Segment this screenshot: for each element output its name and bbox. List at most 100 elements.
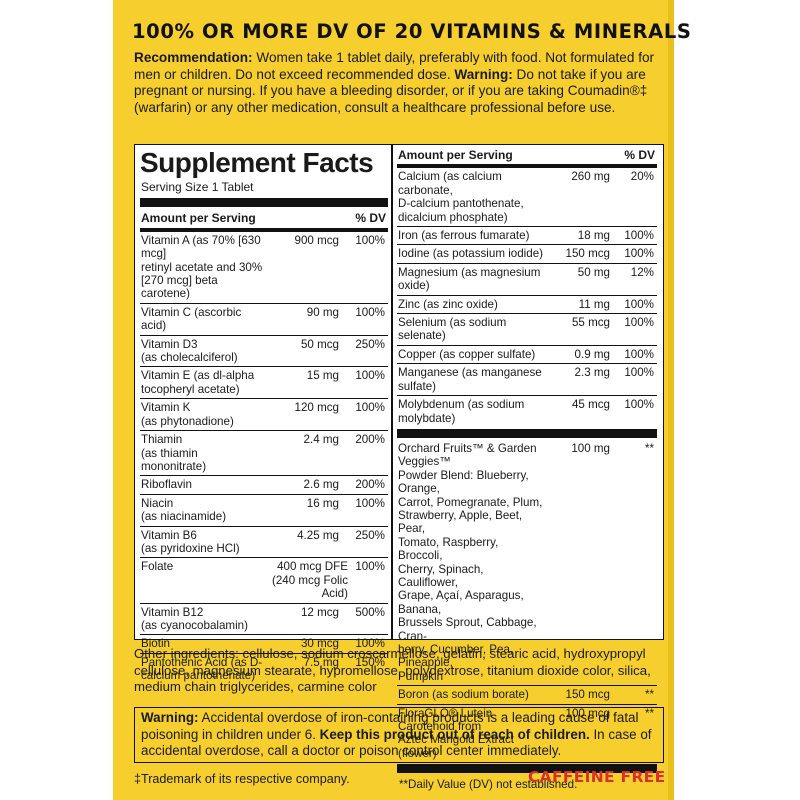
right-blend-list: Orchard Fruits™ & Garden Veggies™ Powder…	[397, 440, 657, 762]
supplement-facts-title: Supplement Facts	[140, 147, 374, 178]
nutrient-dv: 200%	[355, 478, 385, 492]
nutrient-dv: 100%	[624, 229, 654, 243]
nutrient-amount: 120 mcg	[294, 401, 339, 415]
thick-rule	[140, 198, 388, 208]
nutrient-name: Biotin	[141, 637, 171, 651]
nutrient-amount: 260 mg	[571, 170, 610, 184]
nutrient-amount: 100 mg	[571, 441, 610, 455]
nutrient-dv: 100%	[355, 401, 385, 415]
nutrient-name: Iron (as ferrous fumarate)	[398, 229, 530, 243]
nutrient-dv: 100%	[355, 496, 385, 510]
dv-header: % DV	[624, 148, 655, 162]
nutrient-name: Molybdenum (as sodium molybdate)	[398, 398, 525, 425]
dv-header: % DV	[355, 211, 386, 226]
caffeine-free-badge: CAFFEINE FREE	[528, 768, 666, 786]
trademark-note: ‡Trademark of its respective company.	[134, 772, 350, 786]
nutrient-name: Vitamin A (as 70% [630 mcg] retinyl acet…	[141, 233, 263, 301]
nutrient-dv: 20%	[630, 170, 654, 184]
column-divider	[391, 145, 393, 639]
nutrient-row: Manganese (as manganese sulfate) 2.3 mg 10…	[397, 363, 657, 395]
nutrient-name: Manganese (as manganese sulfate)	[398, 366, 542, 393]
nutrient-row: Niacin (as niacinamide) 16 mg 100%	[140, 493, 388, 526]
nutrient-amount: 4.25 mg	[297, 528, 339, 542]
nutrient-row: Copper (as copper sulfate) 0.9 mg 100%	[397, 344, 657, 363]
nutrient-row: Riboflavin 2.6 mg 200%	[140, 475, 388, 493]
nutrient-row: Iron (as ferrous fumarate) 18 mg 100%	[397, 226, 657, 244]
nutrient-name: Calcium (as calcium carbonate, D-calcium…	[398, 170, 524, 224]
dv-footnote: **Daily Value (DV) not established.	[399, 778, 578, 792]
nutrient-dv: 100%	[624, 347, 654, 361]
nutrient-name: Iodine (as potassium iodide)	[398, 247, 544, 261]
nutrient-name: Vitamin D3 (as cholecalciferol)	[141, 337, 238, 365]
nutrient-dv: 150%	[355, 655, 385, 669]
nutrient-name: Magnesium (as magnesium oxide)	[398, 265, 541, 293]
nutrient-name: Thiamin (as thiamin mononitrate)	[141, 433, 207, 473]
iron-warning-text: Accidental overdose of iron-containing p…	[141, 710, 639, 742]
nutrient-name: Folate	[141, 560, 174, 574]
nutrient-name: Zinc (as zinc oxide)	[398, 297, 498, 311]
thick-rule	[397, 428, 657, 438]
nutrient-amount: 0.9 mg	[574, 347, 610, 361]
nutrient-dv: **	[644, 706, 654, 720]
nutrient-name: Pantothenic Acid (as D- calcium pantothe…	[141, 655, 263, 683]
nutrient-name: Vitamin B6 (as pyridoxine HCl)	[141, 528, 240, 555]
facts-left-column: Supplement Facts Serving Size 1 Tablet A…	[140, 145, 388, 685]
nutrient-row: FloraGLO® Lutein Carotenoid from Aztec M…	[397, 703, 657, 763]
nutrient-amount: 55 mcg	[571, 316, 610, 330]
nutrient-amount: 11 mg	[578, 297, 610, 311]
nutrient-name: Vitamin B12 (as cyanocobalamin)	[141, 605, 248, 632]
warning-label: Warning:	[454, 66, 513, 82]
nutrient-dv: **	[644, 441, 654, 455]
recommendation-body: Women take 1 tablet daily, preferably wi…	[134, 50, 655, 82]
nutrient-name: Vitamin C (ascorbic acid)	[141, 305, 242, 333]
nutrient-amount: 7.5 mg	[303, 655, 339, 669]
nutrient-row: Selenium (as sodium selenate) 55 mcg 100%	[397, 313, 657, 345]
thick-rule	[397, 764, 657, 774]
iron-warning-box: Warning: Accidental overdose of iron-con…	[134, 707, 664, 763]
nutrient-amount: 150 mcg	[565, 688, 610, 702]
nutrient-amount: 2.3 mg	[574, 366, 610, 380]
amount-per-serving-header: Amount per Serving	[141, 211, 256, 226]
nutrient-row: Molybdenum (as sodium molybdate) 45 mcg 10…	[397, 395, 657, 427]
nutrient-dv: 100%	[624, 398, 654, 412]
nutrient-dv: 100%	[355, 369, 385, 383]
nutrient-row: Thiamin (as thiamin mononitrate) 2.4 mg 20…	[140, 430, 388, 475]
nutrient-dv: 12%	[630, 265, 654, 279]
nutrient-dv: 250%	[355, 528, 385, 542]
other-ingredients: Other ingredients: cellulose, sodium cro…	[134, 646, 651, 694]
headline: 100% OR MORE DV OF 20 VITAMINS & MINERAL…	[132, 20, 692, 43]
overdose-instructions: In case of accidental overdose, call a d…	[141, 726, 652, 759]
nutrient-name: Riboflavin	[141, 478, 192, 492]
nutrient-row: Vitamin C (ascorbic acid) 90 mg 100%	[140, 302, 388, 335]
recommendation-label: Recommendation:	[134, 50, 253, 65]
nutrient-row: Vitamin K (as phytonadione) 120 mcg 100%	[140, 398, 388, 430]
nutrient-amount: 100 mcg	[565, 706, 610, 720]
nutrient-dv: 100%	[355, 560, 385, 574]
nutrient-name: Orchard Fruits™ & Garden Veggies™ Powder…	[398, 441, 543, 683]
nutrient-dv: 100%	[624, 297, 654, 311]
nutrient-dv: **	[644, 688, 654, 702]
nutrient-dv: 100%	[355, 233, 385, 247]
medium-rule	[140, 227, 388, 232]
nutrient-amount: 30 mcg	[300, 637, 339, 651]
nutrient-amount: 90 mg	[306, 305, 339, 319]
left-header: Amount per Serving % DV	[140, 209, 388, 227]
nutrient-row: Iodine (as potassium iodide) 150 mcg 100%	[397, 244, 657, 262]
recommendation-text: Recommendation: Women take 1 tablet dail…	[134, 50, 662, 116]
nutrient-row: Orchard Fruits™ & Garden Veggies™ Powder…	[397, 440, 657, 685]
nutrient-row: Boron (as sodium borate) 150 mcg **	[397, 685, 657, 703]
nutrient-name: Selenium (as sodium selenate)	[398, 316, 507, 343]
nutrient-row-folate: Folate 400 mcg DFE (240 mcg Folic Acid) …	[140, 557, 388, 602]
nutrient-amount: 16 mg	[306, 496, 339, 510]
nutrient-row: Zinc (as zinc oxide) 11 mg 100%	[397, 294, 657, 313]
nutrient-row: Magnesium (as magnesium oxide) 50 mg 12%	[397, 262, 657, 295]
nutrient-dv: 100%	[355, 305, 385, 319]
right-nutrient-list: Calcium (as calcium carbonate, D-calcium…	[397, 168, 657, 427]
nutrient-name: Niacin (as niacinamide)	[141, 496, 227, 524]
nutrient-amount: 12 mcg	[300, 605, 339, 619]
nutrient-amount: 15 mg	[306, 369, 339, 383]
nutrient-dv: 100%	[624, 366, 654, 380]
nutrient-row: Biotin 30 mcg 100%	[140, 634, 388, 652]
nutrient-row: Pantothenic Acid (as D- calcium pantothe…	[140, 652, 388, 685]
medium-rule	[397, 164, 657, 169]
